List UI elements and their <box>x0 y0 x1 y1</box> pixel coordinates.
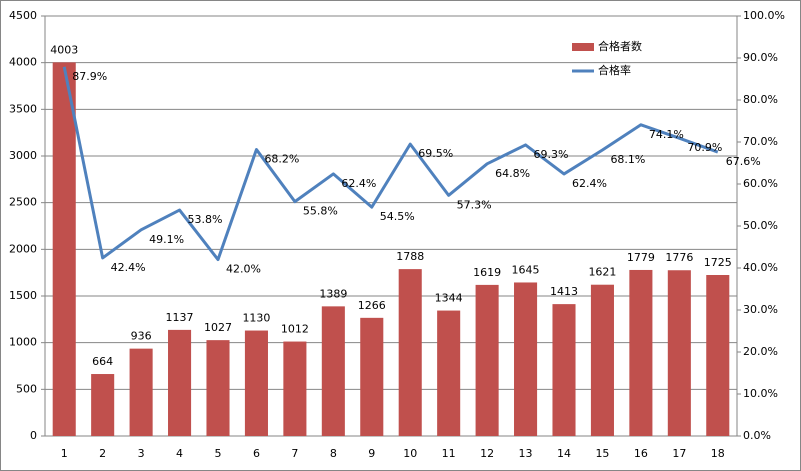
bar-value-label: 1027 <box>204 321 232 334</box>
bar <box>437 310 461 436</box>
x-tick-label: 5 <box>215 447 222 460</box>
bar <box>360 317 384 436</box>
legend-label: 合格率 <box>598 63 631 77</box>
y2-tick-label: 30.0% <box>743 303 778 316</box>
y2-tick-label: 80.0% <box>743 93 778 106</box>
y-tick-label: 1500 <box>9 289 37 302</box>
bar <box>475 284 499 436</box>
line-value-label: 54.5% <box>380 210 415 223</box>
x-tick-label: 15 <box>595 447 609 460</box>
bar-value-label: 1621 <box>588 266 616 279</box>
line-value-label: 74.1% <box>649 128 684 141</box>
bar-value-label: 1130 <box>242 312 270 325</box>
x-tick-label: 1 <box>61 447 68 460</box>
line-value-label: 68.2% <box>264 153 299 166</box>
bar-value-label: 1344 <box>435 292 463 305</box>
x-tick-label: 6 <box>253 447 260 460</box>
y-tick-label: 1000 <box>9 336 37 349</box>
line-value-label: 70.9% <box>687 141 722 154</box>
y2-tick-label: 50.0% <box>743 219 778 232</box>
bar <box>129 348 153 436</box>
bar <box>667 270 691 436</box>
line-value-label: 87.9% <box>72 70 107 83</box>
line-value-label: 64.8% <box>495 167 530 180</box>
y-tick-label: 2500 <box>9 196 37 209</box>
line-value-label: 57.3% <box>457 198 492 211</box>
bar <box>629 269 653 436</box>
bar-value-label: 936 <box>131 330 152 343</box>
line-value-label: 69.3% <box>534 148 569 161</box>
bar <box>514 282 538 436</box>
y2-tick-label: 10.0% <box>743 387 778 400</box>
y-tick-label: 2000 <box>9 242 37 255</box>
x-tick-label: 10 <box>403 447 417 460</box>
line-value-label: 69.5% <box>418 147 453 160</box>
x-tick-label: 13 <box>519 447 533 460</box>
y2-tick-label: 100.0% <box>743 9 785 22</box>
y-tick-label: 4000 <box>9 56 37 69</box>
x-tick-label: 9 <box>368 447 375 460</box>
line-value-label: 62.4% <box>341 177 376 190</box>
bar-value-label: 1788 <box>396 250 424 263</box>
bar-value-label: 1413 <box>550 285 578 298</box>
bar-value-label: 1619 <box>473 266 501 279</box>
x-tick-label: 8 <box>330 447 337 460</box>
line-value-label: 55.8% <box>303 205 338 218</box>
bar <box>590 284 614 436</box>
bar-value-label: 1389 <box>319 287 347 300</box>
x-tick-label: 11 <box>442 447 456 460</box>
y2-tick-label: 60.0% <box>743 177 778 190</box>
line-value-label: 53.8% <box>188 213 223 226</box>
y-tick-label: 4500 <box>9 9 37 22</box>
bar-value-label: 1266 <box>358 299 386 312</box>
legend-label: 合格者数 <box>598 39 642 53</box>
x-tick-label: 3 <box>138 447 145 460</box>
bar-value-label: 1779 <box>627 251 655 264</box>
x-tick-label: 18 <box>711 447 725 460</box>
y2-tick-label: 70.0% <box>743 135 778 148</box>
x-tick-label: 16 <box>634 447 648 460</box>
bar <box>706 275 730 436</box>
y-tick-label: 500 <box>16 382 37 395</box>
bar-value-label: 1725 <box>704 256 732 269</box>
y2-tick-label: 0.0% <box>743 429 771 442</box>
y-tick-label: 3000 <box>9 149 37 162</box>
x-tick-label: 7 <box>291 447 298 460</box>
line-value-label: 42.4% <box>111 261 146 274</box>
bar <box>283 341 307 436</box>
bar <box>552 304 576 436</box>
line-value-label: 67.6% <box>726 155 761 168</box>
bar-value-label: 4003 <box>50 43 78 56</box>
y2-tick-label: 20.0% <box>743 345 778 358</box>
y-tick-label: 0 <box>30 429 37 442</box>
bar <box>321 306 345 436</box>
line-value-label: 68.1% <box>610 153 645 166</box>
bar <box>168 329 192 436</box>
bar <box>398 269 422 436</box>
bar <box>91 374 115 436</box>
bar <box>206 340 230 436</box>
line-value-label: 42.0% <box>226 263 261 276</box>
bar-value-label: 1012 <box>281 323 309 336</box>
bar-value-label: 1137 <box>166 311 194 324</box>
x-tick-label: 2 <box>99 447 106 460</box>
bar <box>244 330 268 436</box>
y-tick-label: 3500 <box>9 102 37 115</box>
line-value-label: 49.1% <box>149 233 184 246</box>
y2-tick-label: 90.0% <box>743 51 778 64</box>
y2-tick-label: 40.0% <box>743 261 778 274</box>
x-tick-label: 14 <box>557 447 571 460</box>
bar <box>52 62 76 437</box>
bar-value-label: 664 <box>92 355 113 368</box>
line <box>62 66 719 262</box>
line-value-label: 62.4% <box>572 177 607 190</box>
x-tick-label: 4 <box>176 447 183 460</box>
x-tick-label: 17 <box>672 447 686 460</box>
x-tick-label: 12 <box>480 447 494 460</box>
bar-value-label: 1645 <box>512 263 540 276</box>
legend-swatch <box>572 43 594 51</box>
bar-value-label: 1776 <box>665 251 693 264</box>
